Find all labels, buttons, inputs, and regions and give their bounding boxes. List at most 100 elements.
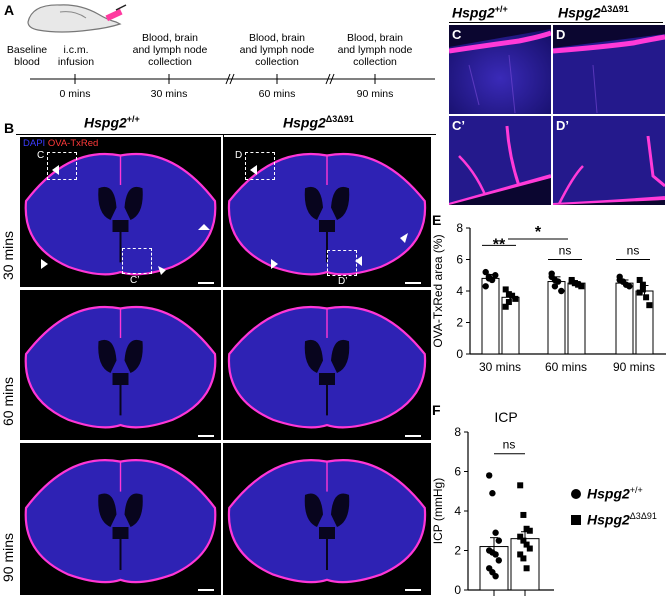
data-point — [639, 281, 646, 288]
data-point — [554, 278, 562, 285]
y-tick-label: 2 — [454, 544, 461, 558]
arrowhead-icon — [271, 259, 278, 269]
inset-box-c — [47, 152, 77, 180]
scale-bar — [405, 282, 421, 284]
y-tick-label: 2 — [456, 316, 463, 330]
data-point — [482, 283, 489, 290]
significance-label: ns — [503, 438, 516, 452]
bar — [615, 282, 634, 355]
data-point — [523, 565, 530, 572]
y-tick-label: 6 — [456, 253, 463, 267]
data-point — [558, 287, 565, 295]
inset-box-d — [245, 152, 275, 180]
y-tick-label: 4 — [456, 284, 463, 298]
ventricle-right — [124, 493, 143, 527]
data-point — [636, 276, 643, 283]
ventricle-right — [124, 339, 143, 373]
data-point — [568, 278, 575, 285]
panel-label-a: A — [4, 2, 15, 18]
data-point — [523, 541, 530, 548]
ventricle-left — [98, 186, 117, 220]
scale-bar — [405, 589, 421, 591]
data-point — [636, 289, 643, 296]
ventricle-left — [98, 339, 117, 373]
data-point — [505, 299, 512, 306]
ventricle-left — [304, 186, 323, 220]
timeline-step-baseline: Baseline blood — [6, 44, 48, 68]
third-ventricle — [319, 220, 335, 232]
x-tick-label: 90 mins — [613, 360, 655, 374]
panel-label-f: F — [432, 402, 441, 418]
scale-bar — [198, 435, 214, 437]
inset-box-label-c-prime: C’ — [130, 275, 140, 286]
data-point — [517, 533, 524, 540]
arrowhead-markers — [41, 165, 408, 275]
data-point — [509, 292, 516, 299]
inset-image-c-prime: C’ — [449, 116, 551, 205]
brain-section — [24, 459, 217, 584]
data-point — [492, 551, 499, 558]
timeline-step-infusion: i.c.m. infusion — [57, 44, 95, 68]
column-header-mut: Hspg2Δ3Δ91 — [283, 114, 354, 131]
arrowhead-icon — [400, 233, 408, 243]
scale-bar — [198, 282, 214, 284]
data-point — [520, 511, 527, 518]
arrowhead-icon — [198, 224, 210, 230]
brain-image-wt-90 — [20, 443, 221, 595]
data-point — [492, 572, 499, 580]
inset-box-label-c: C — [37, 150, 45, 161]
data-point — [526, 527, 533, 534]
y-tick-label: 8 — [456, 221, 463, 235]
data-point — [495, 537, 502, 544]
significance-label: ns — [627, 244, 640, 258]
arrowhead-icon — [41, 259, 48, 269]
third-ventricle — [112, 373, 129, 385]
data-point — [551, 283, 559, 290]
brain-image-mut-90 — [223, 443, 431, 595]
data-point — [626, 283, 633, 290]
significance-label: ns — [559, 244, 572, 258]
bar — [567, 282, 586, 355]
y-tick-label: 6 — [454, 465, 461, 479]
arrowhead-icon — [250, 165, 257, 175]
scale-bar — [405, 435, 421, 437]
data-point — [619, 278, 627, 285]
x-tick-label: 30 mins — [479, 360, 521, 374]
inset-box-c-prime — [122, 248, 152, 274]
ventricle-right — [331, 493, 350, 527]
data-point — [548, 273, 555, 281]
data-point — [489, 490, 496, 497]
data-point — [492, 529, 499, 536]
stain-legend: DAPI OVA-TxRed — [23, 138, 99, 149]
chart-title: ICP — [494, 409, 517, 425]
timeline-step-60: Blood, brain and lymph node collection — [239, 32, 315, 68]
column-header-wt: Hspg2+/+ — [84, 114, 140, 131]
data-point — [575, 281, 582, 288]
x-tick-label: 60 mins — [545, 360, 587, 374]
timeline-step-90: Blood, brain and lymph node collection — [337, 32, 413, 68]
data-point — [646, 302, 653, 309]
data-point — [643, 294, 650, 301]
ventricle-right — [331, 186, 350, 220]
data-point — [526, 545, 533, 552]
axis-break-1 — [225, 73, 235, 85]
y-axis-label: OVA-TxRed area (%) — [431, 234, 445, 347]
legend-square-icon — [571, 514, 581, 525]
bar — [481, 277, 500, 355]
chart-e: 0 2 4 6 8 OVA-TxRed area (%) 30 mins 60 mins 90 … — [431, 221, 666, 374]
timeline-time-90: 90 mins — [356, 88, 394, 100]
data-point — [492, 272, 499, 279]
inset-header-wt: Hspg2+/+ — [452, 4, 508, 21]
data-point — [495, 557, 502, 564]
timeline-time-0: 0 mins — [59, 88, 91, 100]
data-point — [482, 268, 489, 276]
arrowhead-icon — [52, 165, 59, 175]
ventricle-right — [331, 339, 350, 373]
third-ventricle — [319, 373, 335, 385]
data-point — [485, 275, 493, 282]
inset-label-d: D — [556, 27, 566, 42]
data-point — [520, 555, 527, 562]
inset-image-c: C — [449, 25, 551, 114]
third-ventricle — [319, 527, 335, 539]
brain-image-mut-30 — [223, 137, 431, 287]
